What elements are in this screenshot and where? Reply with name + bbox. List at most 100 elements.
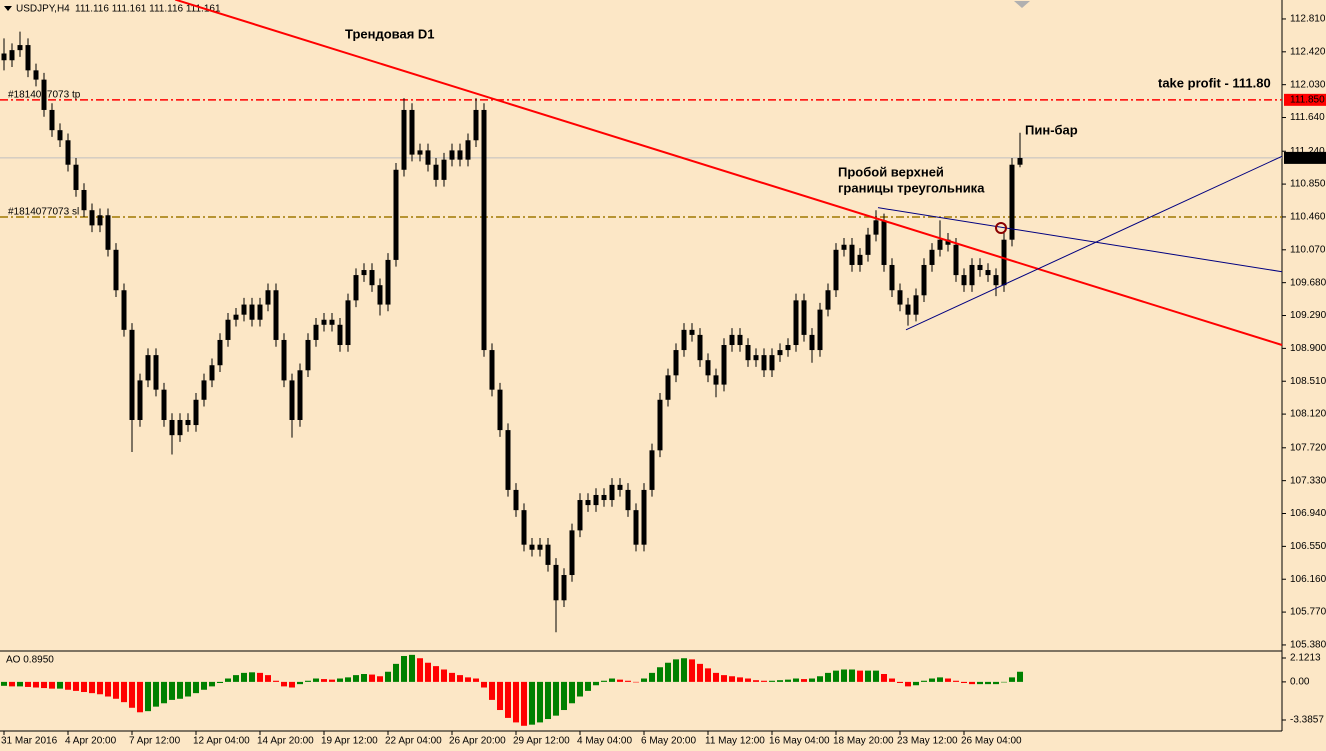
candle-body	[569, 530, 575, 576]
ao-bar	[665, 662, 671, 682]
y-tick-label: 107.720	[1290, 442, 1326, 453]
ao-bar	[177, 681, 183, 699]
price-tag	[1284, 151, 1326, 164]
y-tick-label: 106.550	[1290, 541, 1326, 552]
ao-bar	[569, 681, 575, 704]
candle-body	[825, 290, 831, 310]
annotation: границы треугольника	[838, 180, 985, 195]
candle-body	[649, 450, 655, 490]
ao-bar	[865, 670, 871, 682]
ao-bar	[425, 662, 431, 682]
candle-body	[145, 355, 151, 381]
indicator-title: AO 0.8950	[6, 655, 54, 666]
candle-body	[89, 210, 95, 226]
ao-bar	[41, 681, 47, 689]
ao-bar	[273, 680, 279, 682]
ao-bar	[577, 681, 583, 697]
ao-bar	[729, 676, 735, 682]
candle-body	[849, 244, 855, 265]
price-tag	[1284, 93, 1326, 106]
candle-body	[121, 290, 127, 330]
candle-body	[585, 500, 591, 506]
ao-bar	[297, 681, 303, 685]
candle-body	[65, 140, 71, 165]
ao-bar	[433, 666, 439, 682]
ao-bar	[25, 681, 31, 687]
ao-bar	[265, 675, 271, 682]
candle-body	[113, 249, 119, 291]
ao-bar	[281, 681, 287, 687]
candle-body	[593, 494, 599, 506]
ao-bar	[825, 672, 831, 682]
x-tick-label: 26 May 04:00	[961, 736, 1022, 747]
candle-body	[529, 544, 535, 550]
candle-body	[697, 334, 703, 361]
candle-body	[809, 334, 815, 351]
candle-body	[321, 319, 327, 325]
ao-bar	[1009, 677, 1015, 682]
ao-bar	[513, 681, 519, 723]
ao-bar	[33, 681, 39, 688]
candle-body	[465, 140, 471, 160]
ao-bar	[449, 672, 455, 682]
x-tick-label: 4 Apr 20:00	[65, 736, 117, 747]
ao-bar	[609, 678, 615, 682]
y-tick-label: 112.420	[1290, 46, 1326, 57]
ao-bar	[833, 670, 839, 682]
candle-body	[377, 285, 383, 305]
ao-bar	[689, 659, 695, 682]
candle-body	[625, 489, 631, 511]
candle-body	[905, 304, 911, 315]
y-tick-label: 108.510	[1290, 376, 1326, 387]
x-tick-label: 7 Apr 12:00	[129, 736, 181, 747]
ao-bar	[417, 658, 423, 682]
candle-body	[209, 365, 215, 381]
candle-body	[833, 249, 839, 291]
candle-body	[177, 419, 183, 436]
candle-body	[641, 489, 647, 545]
candle-body	[921, 264, 927, 296]
candle-body	[793, 300, 799, 346]
candle-body	[273, 290, 279, 340]
candle-body	[353, 275, 359, 301]
candle-body	[897, 290, 903, 305]
candle-body	[857, 254, 863, 265]
ao-bar	[545, 681, 551, 720]
candle-body	[449, 150, 455, 160]
breakout-marker	[995, 222, 1007, 234]
candle-body	[393, 169, 399, 260]
x-tick-label: 22 Apr 04:00	[385, 736, 442, 747]
candle-body	[745, 345, 751, 361]
ao-bar	[121, 681, 127, 703]
ao-bar	[641, 678, 647, 682]
annotation: take profit - 111.80	[1158, 75, 1271, 90]
x-tick-label: 16 May 04:00	[769, 736, 830, 747]
candle-body	[401, 109, 407, 170]
candle-body	[561, 575, 567, 601]
candle-body	[73, 164, 79, 190]
candle-body	[361, 270, 367, 276]
ao-bar	[129, 681, 135, 708]
ao-bar	[705, 668, 711, 682]
candle-body	[217, 339, 223, 366]
price-tag-label: 111.850	[1290, 94, 1325, 105]
ao-bar	[193, 681, 199, 694]
ao-bar	[977, 681, 983, 685]
y-tick-label: 110.070	[1290, 244, 1326, 255]
ao-bar	[881, 673, 887, 682]
candle-body	[713, 375, 719, 385]
candle-body	[9, 50, 15, 61]
candle-body	[345, 300, 351, 346]
candle-body	[57, 130, 63, 141]
symbol: USDJPY,H4	[16, 4, 70, 15]
candle-body	[201, 380, 207, 400]
candle-body	[873, 220, 879, 235]
candle-body	[817, 309, 823, 351]
ao-bar	[361, 673, 367, 682]
ao-tick-label: 2.1213	[1290, 653, 1321, 664]
candle-body	[489, 350, 495, 390]
y-tick-label: 105.380	[1290, 640, 1326, 651]
ao-bar	[65, 681, 71, 690]
candle-body	[945, 239, 951, 245]
